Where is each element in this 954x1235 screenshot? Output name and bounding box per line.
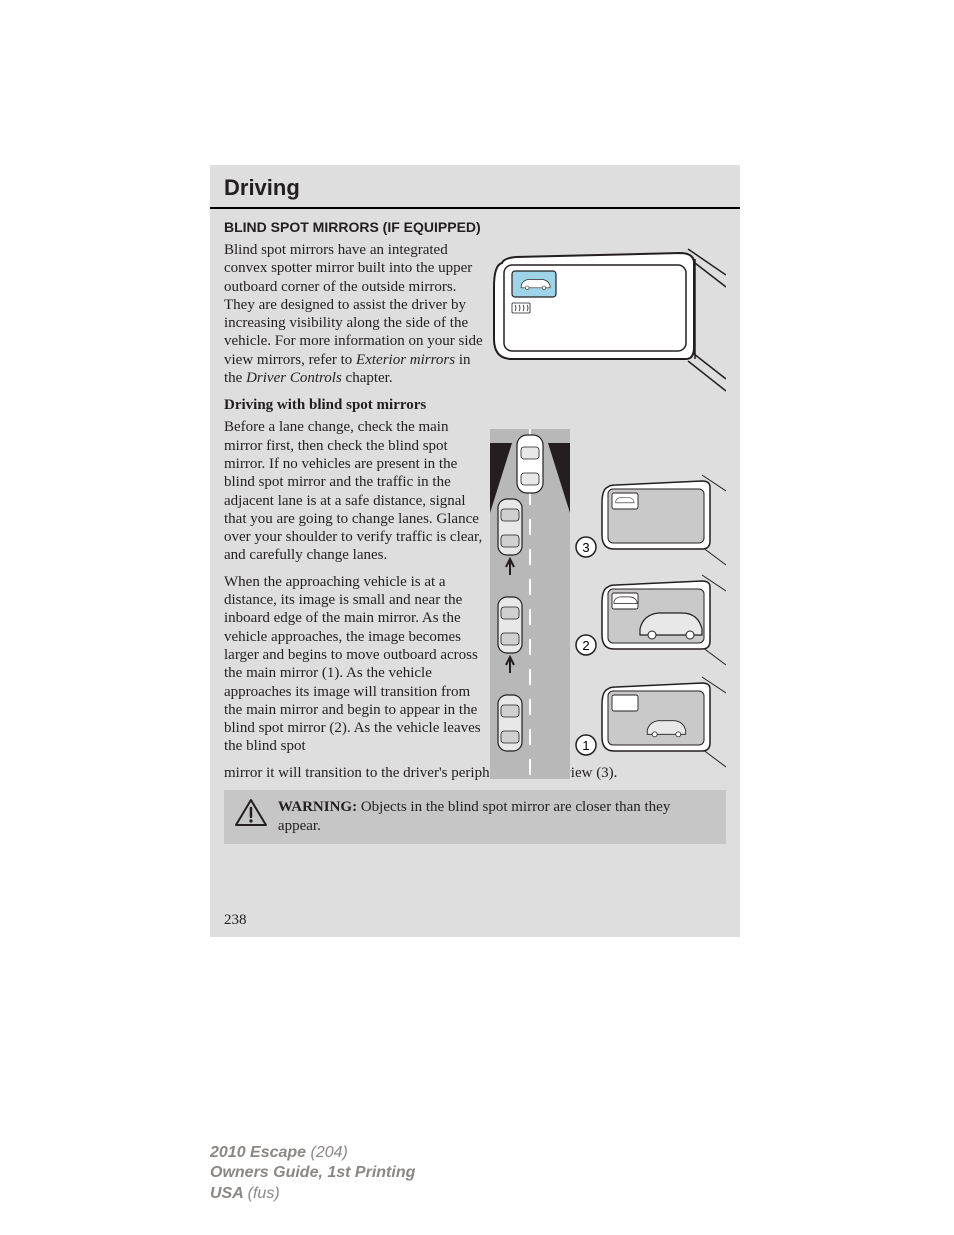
label-2: 2 [582, 638, 589, 653]
footer: 2010 Escape (204) Owners Guide, 1st Prin… [210, 1143, 415, 1205]
sub-heading: Driving with blind spot mirrors [224, 397, 726, 414]
figure-lane-sequence: 3 2 1 [490, 429, 726, 779]
footer-line-3: USA (fus) [210, 1184, 415, 1205]
section-heading: BLIND SPOT MIRRORS (IF EQUIPPED) [224, 219, 726, 235]
page-container: Driving BLIND SPOT MIRRORS (IF EQUIPPED) [210, 165, 740, 937]
footer-line-1: 2010 Escape (204) [210, 1143, 415, 1164]
lane-svg: 3 2 1 [490, 429, 726, 779]
paragraph-2: Before a lane change, check the main mir… [224, 418, 486, 564]
intro-text-pre: Blind spot mirrors have an integrated co… [224, 242, 483, 368]
footer-region-code: (fus) [248, 1185, 280, 1202]
intro-post: chapter. [342, 370, 393, 386]
warning-text: WARNING: Objects in the blind spot mirro… [278, 798, 716, 836]
figure-mirror-illustration [490, 243, 726, 393]
intro-ref-1: Exterior mirrors [356, 352, 455, 368]
label-1: 1 [582, 738, 589, 753]
footer-line-2: Owners Guide, 1st Printing [210, 1163, 415, 1184]
page-number: 238 [224, 912, 740, 929]
label-3: 3 [582, 540, 589, 555]
intro-ref-2: Driver Controls [246, 370, 342, 386]
warning-icon [234, 798, 268, 828]
footer-region: USA [210, 1185, 243, 1202]
footer-vehicle: 2010 Escape [210, 1144, 306, 1161]
footer-vehicle-code: (204) [311, 1144, 348, 1161]
mirror-svg [490, 243, 726, 393]
paragraph-3-narrow: When the approaching vehicle is at a dis… [224, 573, 486, 756]
intro-paragraph: Blind spot mirrors have an integrated co… [224, 241, 486, 387]
warning-label: WARNING: [278, 799, 357, 815]
content-area: BLIND SPOT MIRRORS (IF EQUIPPED) [210, 209, 740, 844]
chapter-header: Driving [210, 165, 740, 209]
warning-box: WARNING: Objects in the blind spot mirro… [224, 790, 726, 844]
chapter-title: Driving [224, 175, 726, 201]
